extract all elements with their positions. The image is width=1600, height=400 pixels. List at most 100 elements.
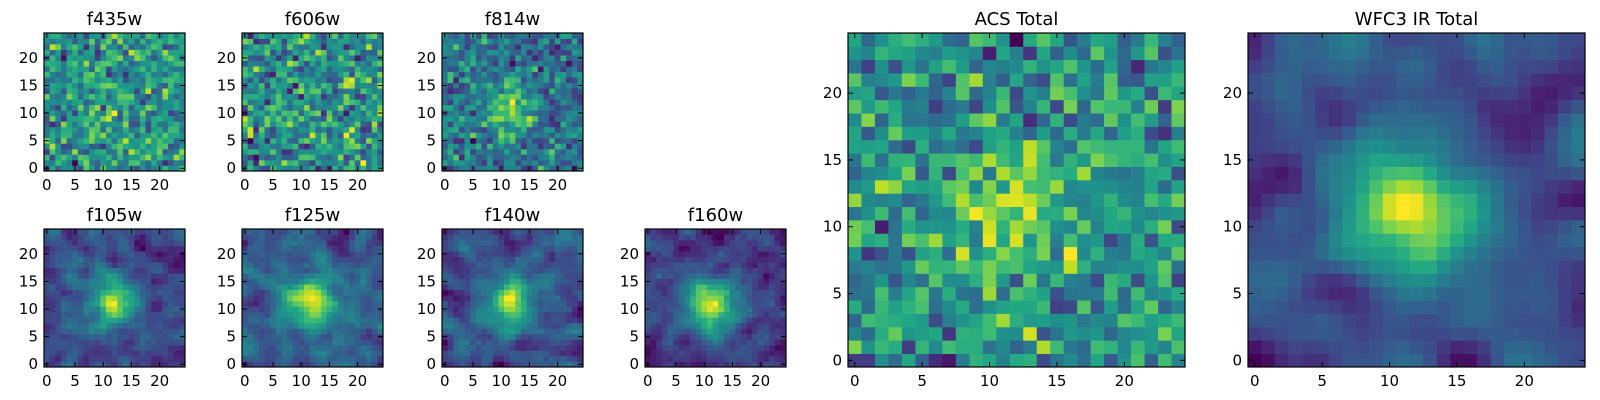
heatmap-cells [442,229,584,368]
heatmap-cell [66,44,73,50]
x-tick-label: 20 [348,372,367,390]
heatmap-cell [134,344,141,351]
heatmap-cell [504,88,511,95]
heatmap-cell [1090,233,1105,248]
heatmap-cell [752,284,759,291]
x-tick-label: 15 [122,372,141,390]
heatmap-cell [179,143,186,150]
heatmap-cell [66,110,73,117]
heatmap-cell [701,350,708,357]
x-tick-label: 0 [440,372,450,390]
heatmap-cell [128,159,135,166]
heatmap-cell [650,262,657,268]
heatmap-cell [343,132,350,139]
heatmap-cell [247,355,254,362]
heatmap-cell [481,126,488,133]
heatmap-cell [77,229,84,235]
heatmap-cell [447,317,454,324]
heatmap-cell [168,159,175,166]
heatmap-cell [515,300,522,307]
heatmap-cell [712,234,719,241]
heatmap-cell [504,355,511,362]
heatmap-cell [173,77,180,84]
heatmap-cell [509,339,516,346]
heatmap-cell [928,273,943,288]
heatmap-cell [667,322,674,329]
heatmap-cell [577,49,584,56]
heatmap-cell [100,333,107,340]
heatmap-cell [1077,166,1091,181]
heatmap-cell [752,350,759,357]
heatmap-cell [763,317,770,324]
y-tick-label: 15 [217,272,236,290]
heatmap-cell [543,245,550,252]
heatmap-cell [117,361,124,368]
heatmap-cell [543,278,550,285]
heatmap-cell [49,355,56,362]
heatmap-cell [543,88,550,95]
heatmap-cell [487,306,494,313]
heatmap-cell [298,49,305,56]
heatmap-cell [752,339,759,346]
heatmap-cell [309,137,316,144]
heatmap-cell [287,234,294,241]
heatmap-cell [509,317,516,324]
heatmap-cell [320,295,327,302]
heatmap-cell [707,273,714,280]
heatmap-cell [735,278,742,285]
heatmap-cell [554,154,561,161]
heatmap-cell [667,273,674,280]
heatmap-cell [298,77,305,84]
heatmap-cell [139,154,146,161]
heatmap-cell [470,143,477,150]
heatmap-cell [504,137,511,144]
heatmap-cell [173,328,180,335]
heatmap-cell [55,273,62,280]
heatmap-cell [60,159,67,166]
heatmap-cell [242,328,248,335]
heatmap-cell [371,33,378,39]
heatmap-cell [270,240,277,246]
heatmap-cell [247,55,254,61]
heatmap-cell [275,110,282,117]
heatmap-cell [752,295,759,302]
heatmap-cell [179,267,186,274]
heatmap-cell [498,245,505,252]
heatmap-cell [492,284,499,291]
heatmap-cell [566,115,573,122]
heatmap-cell [492,245,499,252]
heatmap-cell [349,273,356,280]
heatmap-cell [1077,313,1091,328]
heatmap-cell [504,328,511,335]
heatmap-cell [1009,233,1024,248]
heatmap-cell [111,77,118,84]
heatmap-cell [549,328,556,335]
heatmap-cell [89,104,96,111]
heatmap-cell [774,311,781,318]
heatmap-cell [343,49,350,56]
heatmap-cell [707,322,714,329]
heatmap-cell [151,71,158,78]
heatmap-cell [247,240,254,246]
heatmap-cell [509,71,516,78]
heatmap-cell [532,154,539,161]
heatmap-cell [360,49,367,56]
heatmap-cell [729,317,736,324]
heatmap-cell [549,121,556,128]
heatmap-cell [320,99,327,106]
heatmap-cell [292,267,299,274]
heatmap-cell [264,143,271,150]
heatmap-cell [145,165,152,172]
heatmap-cell [83,229,90,235]
heatmap-cell [106,333,113,340]
heatmap-cell [526,38,533,45]
heatmap-cell [247,295,254,302]
heatmap-cell [173,121,180,128]
heatmap-cell [320,148,327,155]
heatmap-cells [44,33,186,172]
heatmap-cell [740,295,747,302]
heatmap-cell [106,38,113,45]
heatmap-cell [298,284,305,291]
heatmap-cell [366,115,373,122]
